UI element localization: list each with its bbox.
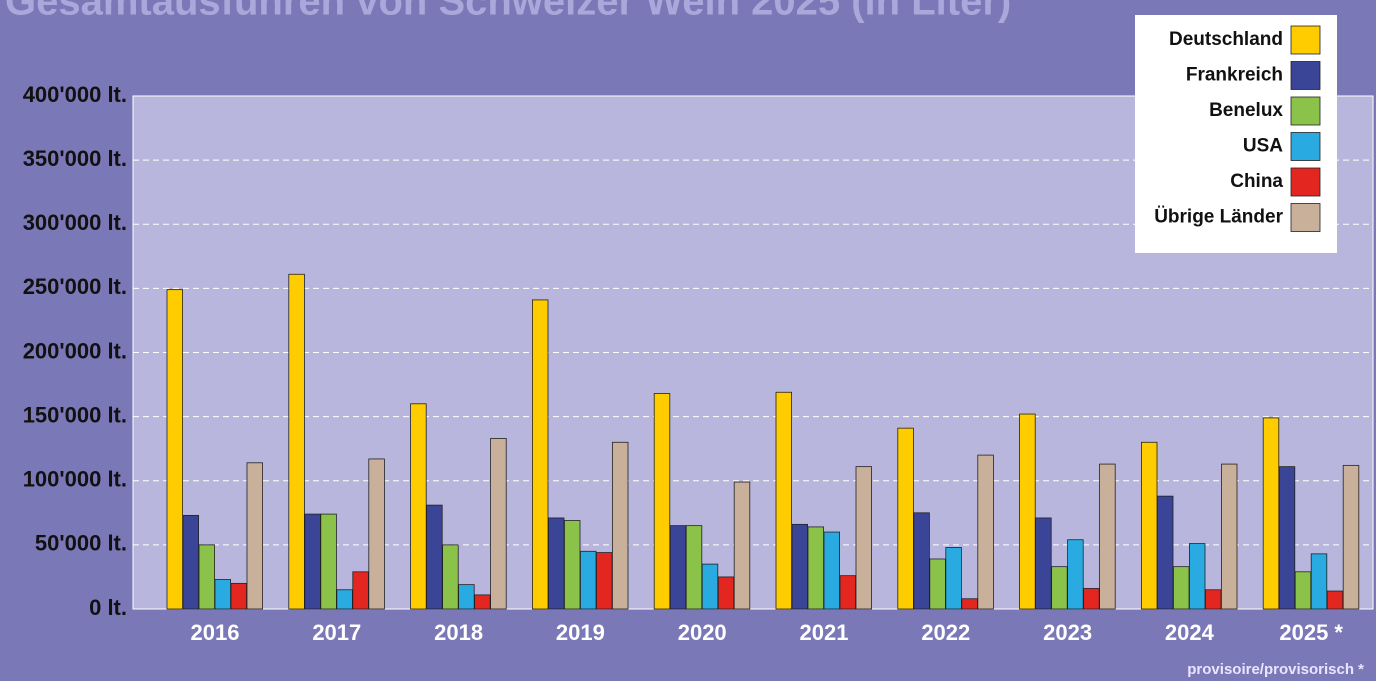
y-tick-label: 100'000 lt. bbox=[23, 467, 127, 492]
chart-title: Gesamtausfuhren von Schweizer Wein 2025 … bbox=[5, 0, 1011, 24]
bar bbox=[701, 563, 719, 610]
bar bbox=[929, 558, 946, 610]
bar bbox=[288, 273, 305, 610]
y-tick-label: 0 lt. bbox=[89, 595, 127, 620]
legend-label: Frankreich bbox=[1186, 65, 1283, 86]
bar bbox=[1051, 566, 1068, 610]
bar bbox=[897, 427, 914, 610]
x-tick-label: 2021 bbox=[800, 620, 849, 645]
legend-swatch bbox=[1290, 203, 1321, 232]
bar bbox=[304, 513, 321, 610]
bar bbox=[1067, 539, 1084, 610]
bar bbox=[532, 299, 549, 610]
y-tick-label: 150'000 lt. bbox=[23, 402, 127, 427]
bar bbox=[807, 526, 825, 610]
bar bbox=[548, 517, 565, 610]
bar bbox=[685, 525, 703, 610]
bar bbox=[839, 575, 857, 610]
bar bbox=[1099, 463, 1116, 610]
bar bbox=[1019, 413, 1036, 610]
bar bbox=[198, 544, 216, 610]
bar bbox=[1189, 543, 1206, 610]
bar bbox=[945, 547, 962, 610]
x-tick-label: 2023 bbox=[1043, 620, 1092, 645]
bar bbox=[653, 393, 671, 610]
bar bbox=[166, 289, 184, 610]
legend-label: Übrige Länder bbox=[1154, 207, 1283, 228]
bar bbox=[230, 582, 248, 610]
x-tick-label: 2024 bbox=[1165, 620, 1215, 645]
bar bbox=[1326, 590, 1344, 610]
bar bbox=[426, 504, 443, 610]
bar bbox=[977, 454, 994, 610]
bar bbox=[182, 514, 200, 610]
legend-label: Deutschland bbox=[1169, 29, 1283, 50]
legend-swatch bbox=[1290, 167, 1321, 197]
legend-swatch bbox=[1290, 61, 1321, 90]
bar bbox=[612, 441, 629, 610]
x-tick-label: 2016 bbox=[191, 620, 240, 645]
bar bbox=[775, 391, 793, 610]
bar bbox=[1205, 589, 1222, 610]
x-tick-label: 2018 bbox=[434, 620, 483, 645]
bar bbox=[442, 544, 459, 610]
bar bbox=[1083, 588, 1100, 610]
bar bbox=[961, 598, 978, 610]
bar bbox=[1221, 463, 1238, 610]
bar bbox=[246, 462, 264, 610]
bar bbox=[1157, 495, 1174, 610]
bar bbox=[855, 466, 873, 610]
x-tick-label: 2017 bbox=[312, 620, 361, 645]
bar bbox=[596, 552, 613, 610]
footnote: provisoire/provisorisch * bbox=[1187, 661, 1364, 678]
bar bbox=[214, 579, 232, 610]
y-tick-label: 50'000 lt. bbox=[35, 531, 127, 556]
y-tick-label: 400'000 lt. bbox=[23, 82, 127, 107]
bar bbox=[913, 512, 930, 610]
bar bbox=[791, 523, 809, 610]
bar bbox=[474, 594, 491, 610]
bar bbox=[320, 513, 337, 610]
bar bbox=[564, 520, 581, 610]
x-tick-label: 2020 bbox=[678, 620, 727, 645]
bar bbox=[1262, 417, 1280, 610]
bar bbox=[1342, 464, 1360, 610]
bar bbox=[352, 571, 369, 610]
bar bbox=[1294, 571, 1312, 610]
y-tick-label: 300'000 lt. bbox=[23, 210, 127, 235]
bar bbox=[717, 576, 735, 610]
legend-label: China bbox=[1230, 171, 1283, 192]
legend-swatch bbox=[1290, 96, 1321, 126]
bar bbox=[1035, 517, 1052, 610]
legend-swatch bbox=[1290, 25, 1321, 55]
y-tick-label: 200'000 lt. bbox=[23, 338, 127, 363]
y-tick-label: 350'000 lt. bbox=[23, 146, 127, 171]
legend-label: USA bbox=[1243, 136, 1283, 157]
bar bbox=[823, 531, 841, 610]
legend-swatch bbox=[1290, 132, 1321, 161]
bar bbox=[580, 550, 597, 610]
bar bbox=[368, 458, 385, 610]
x-tick-label: 2019 bbox=[556, 620, 605, 645]
bar bbox=[1310, 553, 1328, 610]
bar bbox=[410, 403, 427, 610]
x-tick-label: 2025 * bbox=[1279, 620, 1343, 645]
bar bbox=[1141, 441, 1158, 610]
legend-label: Benelux bbox=[1209, 100, 1283, 121]
bar bbox=[1278, 466, 1296, 610]
x-tick-label: 2022 bbox=[921, 620, 970, 645]
bar bbox=[458, 584, 475, 610]
bar bbox=[1173, 566, 1190, 610]
bar bbox=[669, 525, 687, 610]
bar bbox=[336, 589, 353, 610]
bar bbox=[490, 438, 507, 610]
y-tick-label: 250'000 lt. bbox=[23, 274, 127, 299]
bar bbox=[733, 481, 751, 610]
